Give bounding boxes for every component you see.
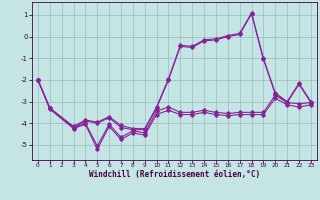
X-axis label: Windchill (Refroidissement éolien,°C): Windchill (Refroidissement éolien,°C) xyxy=(89,170,260,179)
